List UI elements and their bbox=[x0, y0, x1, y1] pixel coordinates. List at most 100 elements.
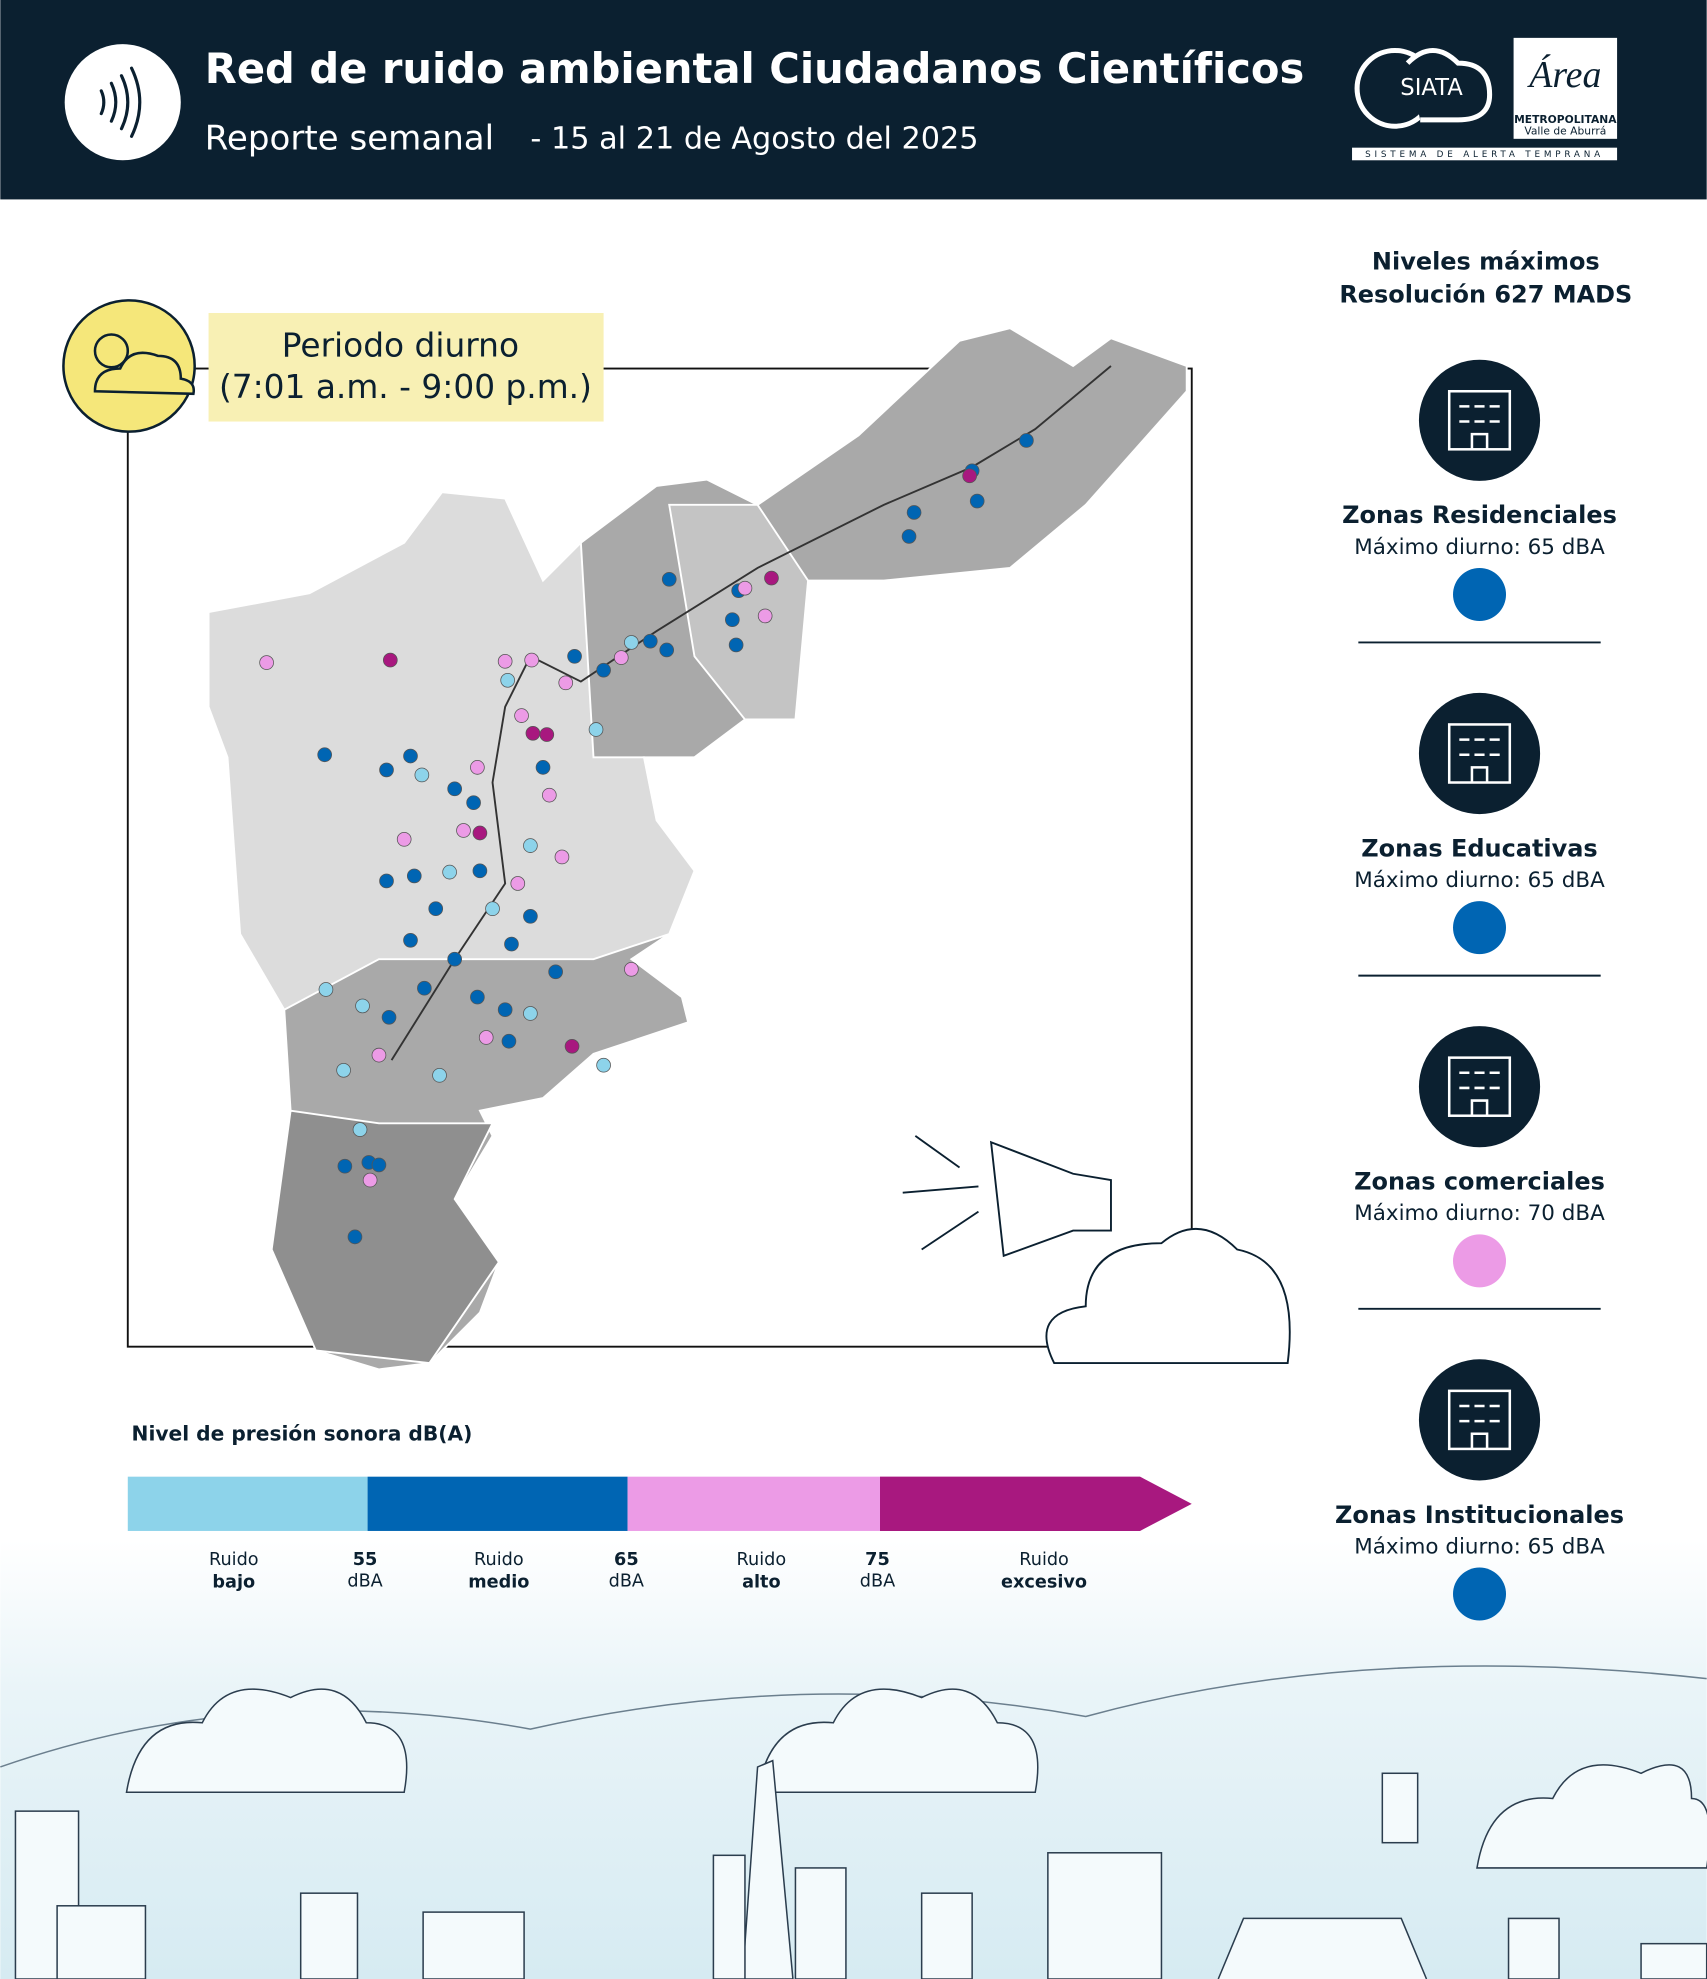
station bbox=[352, 1122, 368, 1137]
station bbox=[317, 747, 332, 763]
station bbox=[382, 652, 398, 668]
building bbox=[56, 1905, 147, 1979]
station bbox=[371, 1157, 387, 1173]
station bbox=[501, 1033, 517, 1049]
subtitle: Reporte semanal bbox=[205, 119, 494, 159]
station bbox=[336, 1062, 351, 1078]
zone-name: Zonas Institucionales bbox=[1335, 1501, 1624, 1529]
sound-waves bbox=[99, 66, 142, 138]
stadium bbox=[1217, 1917, 1428, 1979]
station bbox=[379, 873, 394, 889]
zone-name: Zonas comerciales bbox=[1354, 1168, 1605, 1196]
station bbox=[478, 1030, 494, 1045]
tagline-bar bbox=[1352, 147, 1618, 161]
station bbox=[596, 1057, 611, 1073]
zone-max: Máximo diurno: 65 dBA bbox=[1354, 1534, 1605, 1559]
legend-arrow bbox=[880, 1476, 1192, 1531]
zone-icon bbox=[1418, 692, 1541, 815]
station bbox=[624, 961, 639, 977]
zones: Zonas Residenciales Máximo diurno: 65 dBA… bbox=[1335, 359, 1624, 1621]
station bbox=[447, 951, 462, 967]
tagline: SISTEMA DE ALERTA TEMPRANA bbox=[1365, 150, 1604, 160]
zone-color bbox=[1453, 567, 1507, 621]
zone-icon-detail bbox=[1459, 738, 1500, 783]
valley-region bbox=[207, 491, 696, 1011]
station bbox=[624, 635, 639, 650]
station bbox=[613, 650, 629, 665]
tower bbox=[741, 1759, 794, 1979]
station bbox=[661, 571, 677, 587]
station bbox=[472, 825, 488, 841]
sound-icon bbox=[64, 44, 181, 161]
period-box bbox=[208, 313, 604, 422]
station bbox=[510, 876, 526, 891]
zone-icon-building bbox=[1447, 1056, 1512, 1117]
zone-color bbox=[1453, 901, 1507, 955]
map-frame bbox=[126, 367, 1193, 1348]
limits-subtitle: Resolución 627 MADS bbox=[1339, 280, 1632, 308]
legend-label: bajo bbox=[212, 1573, 255, 1593]
station bbox=[432, 1068, 447, 1083]
station bbox=[381, 1009, 397, 1025]
legend: Ruido bajo Ruido medio Ruido alto Ruido excesiv… bbox=[127, 1476, 1192, 1593]
station bbox=[558, 675, 574, 691]
limits-title: Niveles máximos bbox=[1372, 248, 1600, 276]
stations bbox=[259, 433, 1034, 1245]
station bbox=[396, 831, 412, 847]
zone-color bbox=[1453, 1234, 1507, 1288]
station bbox=[523, 1006, 538, 1021]
legend-label: Ruido bbox=[209, 1550, 259, 1570]
threshold-unit: dBA bbox=[860, 1571, 895, 1591]
station bbox=[403, 932, 418, 948]
cloud-drawing bbox=[1045, 1228, 1291, 1365]
skyline bbox=[0, 1665, 1707, 1979]
megaphone-body bbox=[989, 1140, 1112, 1258]
station bbox=[548, 964, 563, 980]
zone-color bbox=[1453, 1567, 1507, 1621]
station bbox=[403, 748, 418, 764]
station bbox=[542, 787, 557, 803]
station bbox=[337, 1158, 353, 1174]
station bbox=[962, 468, 977, 484]
station bbox=[470, 989, 485, 1005]
station bbox=[757, 608, 773, 624]
region bbox=[270, 1109, 500, 1365]
zone-icon-detail bbox=[1459, 1404, 1500, 1449]
area-logo bbox=[1513, 37, 1618, 139]
threshold-level: 65 bbox=[614, 1550, 639, 1570]
zone-name: Zonas Educativas bbox=[1361, 834, 1597, 862]
legend-segment bbox=[127, 1476, 368, 1531]
building bbox=[794, 1867, 847, 1979]
station bbox=[514, 708, 529, 723]
station bbox=[525, 725, 541, 741]
station bbox=[969, 493, 985, 509]
legend-label: Ruido bbox=[737, 1550, 787, 1570]
legend-title: Nivel de presión sonora dB(A) bbox=[132, 1422, 473, 1446]
threshold-unit: dBA bbox=[609, 1571, 644, 1591]
station bbox=[379, 762, 394, 778]
station bbox=[497, 654, 513, 669]
station bbox=[906, 505, 922, 520]
station bbox=[554, 849, 570, 865]
area-line2: Valle de Aburrá bbox=[1524, 124, 1606, 137]
building bbox=[1640, 1942, 1707, 1979]
siata-text: SIATA bbox=[1400, 75, 1463, 101]
station bbox=[596, 662, 611, 678]
station bbox=[567, 648, 582, 664]
station bbox=[764, 570, 779, 586]
station bbox=[564, 1038, 580, 1054]
region bbox=[668, 503, 810, 721]
zone-max: Máximo diurno: 65 dBA bbox=[1354, 535, 1605, 560]
sun-cloud bbox=[93, 351, 196, 396]
station bbox=[318, 982, 334, 997]
sound-lines bbox=[902, 1135, 979, 1251]
station bbox=[737, 580, 753, 596]
threshold-level: 75 bbox=[865, 1550, 890, 1570]
station bbox=[428, 901, 444, 917]
siata-logo: SIATA bbox=[1354, 47, 1493, 129]
zone-max: Máximo diurno: 70 dBA bbox=[1354, 1201, 1605, 1226]
station bbox=[442, 864, 457, 880]
dates: - 15 al 21 de Agosto del 2025 bbox=[530, 122, 978, 157]
